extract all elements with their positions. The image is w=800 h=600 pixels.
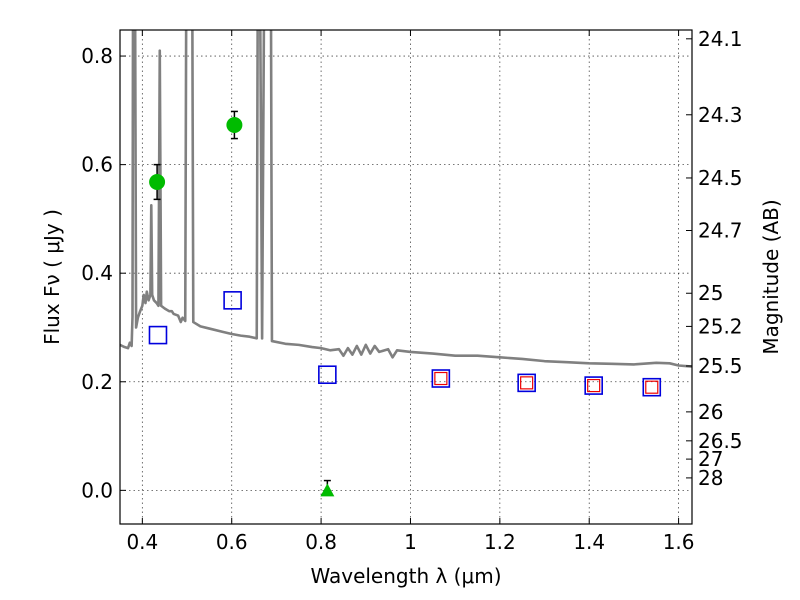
axis-ticks: 0.4 0.6 0.8 1 1.2 1.4 1.6 0.0 0.2 0.4 0.6 0.8 24.1 24… xyxy=(81,27,742,554)
model-photometry-box xyxy=(318,365,337,385)
y-tick-label: 0.4 xyxy=(81,261,113,285)
x-tick-label: 1.6 xyxy=(663,530,695,554)
model-photometry-inner-box xyxy=(587,378,601,393)
model-photometry-box xyxy=(148,325,168,345)
model-photometry-box xyxy=(517,373,536,393)
y-axis-right-title: Magnitude (AB) xyxy=(759,199,783,354)
model-photometry-inner-box xyxy=(520,376,534,390)
mag-tick-label: 26.5 xyxy=(698,429,743,453)
grid-lines xyxy=(120,30,692,524)
y-tick-label: 0.8 xyxy=(81,44,113,68)
observed-point xyxy=(226,117,243,133)
model-photometry-box xyxy=(223,291,242,310)
y-axis-title: Flux Fν ( μJy ) xyxy=(40,209,64,345)
mag-tick-label: 25.2 xyxy=(698,314,743,338)
mag-tick-label: 25 xyxy=(698,281,723,305)
x-tick-label: 0.8 xyxy=(305,530,337,554)
x-tick-label: 1.2 xyxy=(484,530,516,554)
model-photometry-inner-box xyxy=(434,371,448,386)
mag-tick-label: 24.3 xyxy=(698,103,743,127)
mag-tick-label: 27 xyxy=(698,447,723,471)
observed-point xyxy=(149,174,166,190)
mag-tick-label: 24.7 xyxy=(698,219,743,243)
x-tick-label: 0.6 xyxy=(216,530,248,554)
model-photometry-inner-box xyxy=(645,380,659,394)
model-photometry-box xyxy=(431,369,451,388)
mag-tick-label: 24.5 xyxy=(698,166,743,190)
mag-tick-label: 28 xyxy=(698,466,723,490)
x-axis-title: Wavelength λ (μm) xyxy=(310,564,501,588)
model-photometry-box xyxy=(584,376,603,395)
y-tick-label: 0.2 xyxy=(81,370,113,394)
model-photometry-box xyxy=(642,377,662,397)
upper-limit-marker xyxy=(320,483,335,497)
plot-area xyxy=(120,30,692,497)
x-tick-label: 1 xyxy=(404,530,417,554)
mag-tick-label: 24.1 xyxy=(698,27,743,51)
x-tick-label: 0.4 xyxy=(126,530,158,554)
y-tick-label: 0.6 xyxy=(81,153,113,177)
mag-tick-label: 26 xyxy=(698,400,723,424)
model-spectrum-line xyxy=(120,30,692,368)
y-tick-label: 0.0 xyxy=(81,478,113,502)
x-tick-label: 1.4 xyxy=(573,530,605,554)
plot-frame xyxy=(119,29,693,525)
mag-tick-label: 25.5 xyxy=(698,354,743,378)
